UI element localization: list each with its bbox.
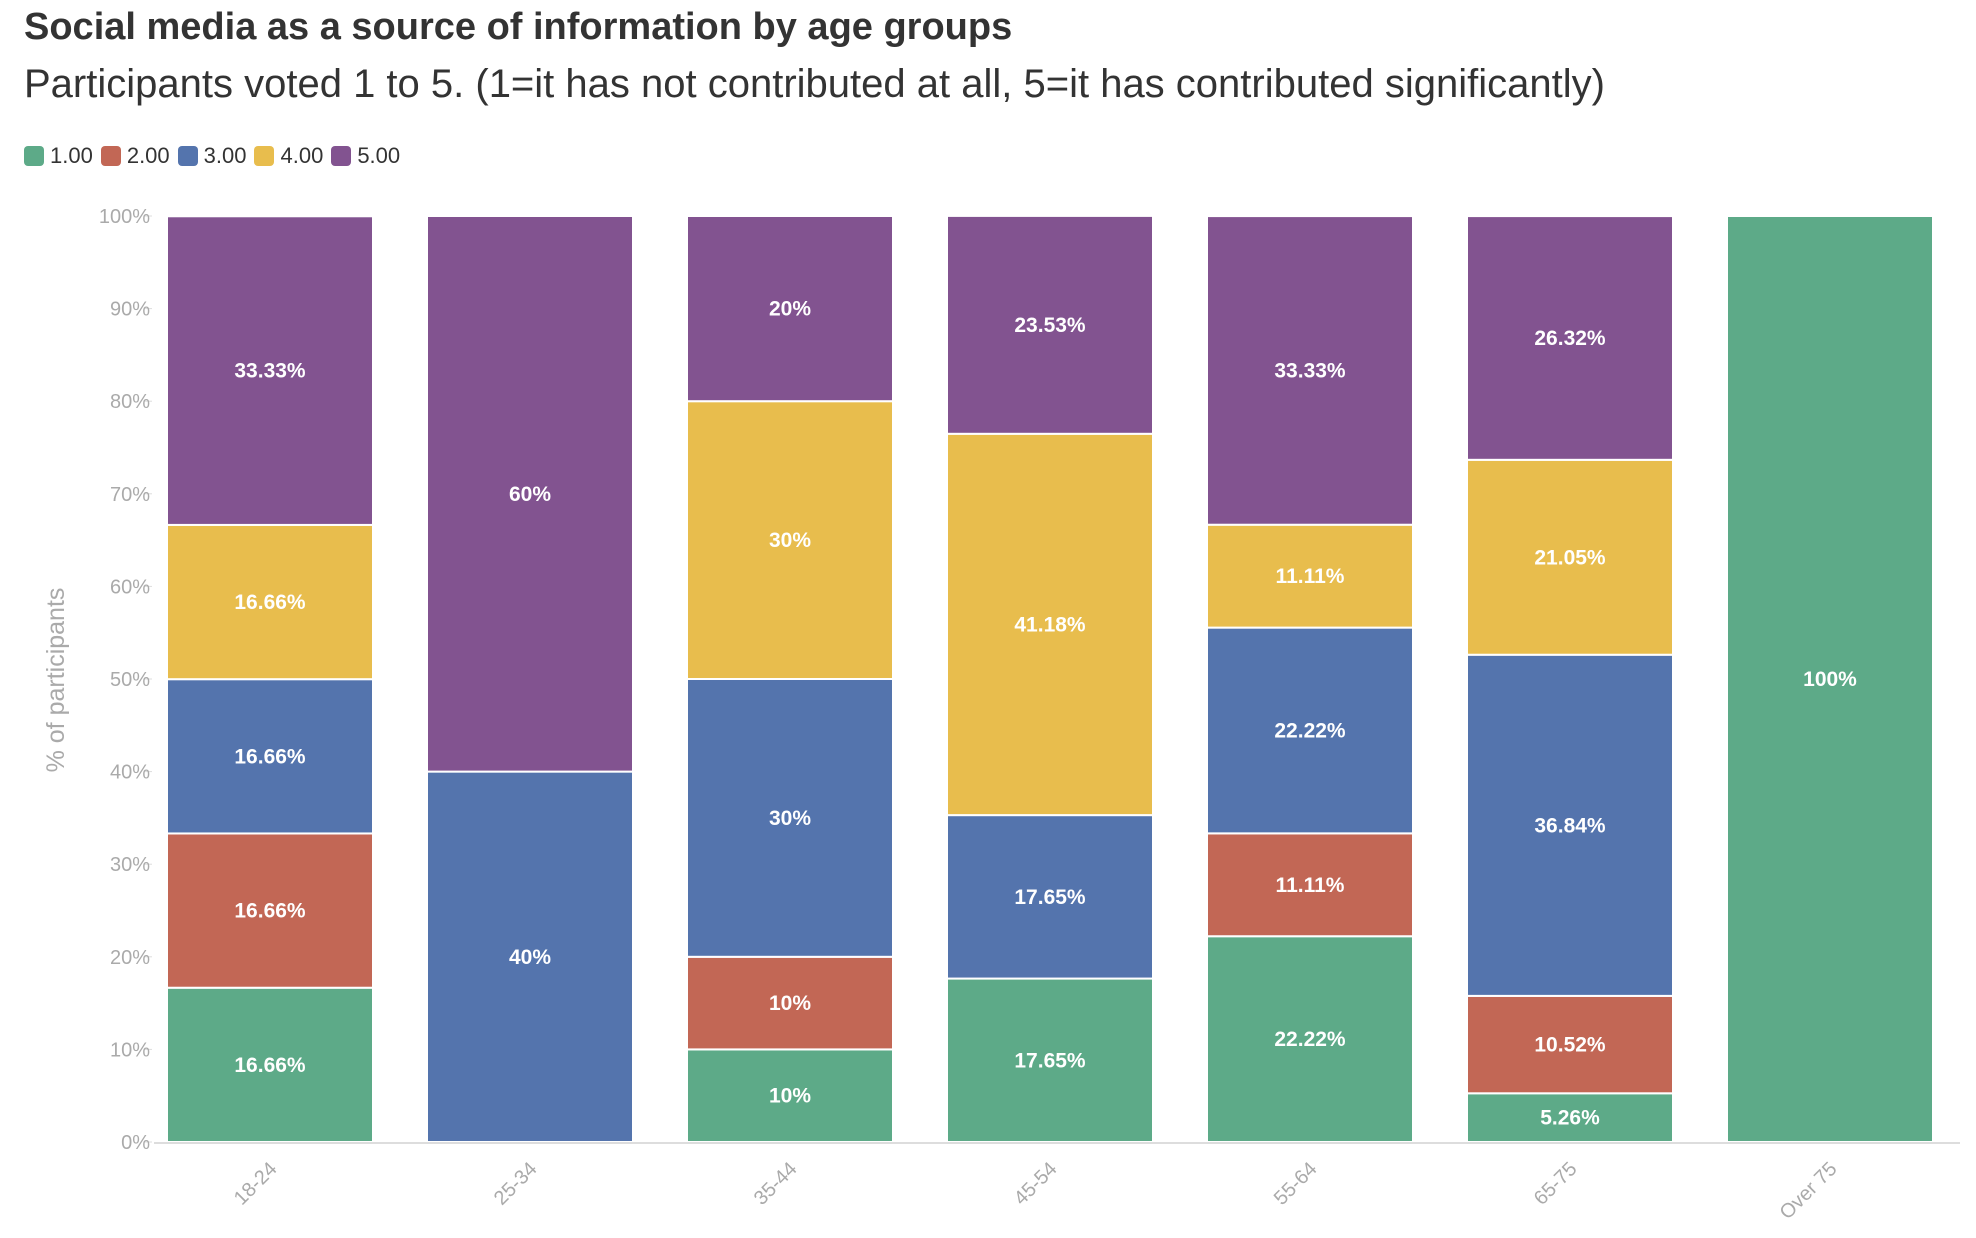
data-label: 41.18%	[1014, 613, 1086, 636]
data-label: 16.66%	[234, 745, 306, 768]
bar-segment-65-75-1.00[interactable]	[1466, 1092, 1674, 1143]
legend-swatch-2	[100, 146, 121, 166]
x-tick-label: 45-54	[1010, 1158, 1062, 1210]
bar-segment-55-64-3.00[interactable]	[1206, 626, 1414, 835]
data-label: 16.66%	[234, 900, 306, 923]
bar-segment-65-75-5.00[interactable]	[1466, 215, 1674, 461]
data-label: 33.33%	[234, 360, 306, 383]
legend-item-4[interactable]: 4.00	[254, 143, 323, 169]
y-tick-label: 90%	[110, 299, 150, 321]
data-label: 17.65%	[1014, 1049, 1086, 1072]
bar-segment-45-54-1.00[interactable]	[946, 977, 1154, 1143]
legend-swatch-4	[254, 146, 275, 166]
legend-swatch-3	[177, 146, 198, 166]
x-tick-label: 25-34	[490, 1158, 542, 1210]
y-tick-label: 0%	[121, 1132, 150, 1154]
y-tick-label: 40%	[110, 762, 150, 784]
y-tick-label: 70%	[110, 484, 150, 506]
data-label: 11.11%	[1276, 874, 1345, 897]
legend-label-3: 3.00	[203, 143, 247, 168]
bar-segment-65-75-3.00[interactable]	[1466, 653, 1674, 997]
data-label: 10.52%	[1534, 1034, 1606, 1057]
bar-segment-55-64-4.00[interactable]	[1206, 523, 1414, 629]
data-label: 60%	[509, 483, 551, 506]
data-label: 36.84%	[1534, 814, 1606, 837]
data-label: 17.65%	[1014, 886, 1086, 909]
bar-segment-65-75-4.00[interactable]	[1466, 458, 1674, 656]
x-tick-label: 35-44	[750, 1158, 802, 1210]
data-label: 30%	[769, 529, 811, 552]
data-label: 21.05%	[1534, 546, 1606, 569]
x-tick-label: 65-75	[1530, 1158, 1582, 1210]
data-label: 22.22%	[1274, 719, 1346, 742]
data-label: 16.66%	[234, 591, 306, 614]
chart-subtitle: Participants voted 1 to 5. (1=it has not…	[24, 62, 1605, 106]
data-label: 26.32%	[1534, 327, 1606, 350]
data-label: 22.22%	[1274, 1028, 1346, 1051]
y-tick-label: 50%	[110, 669, 150, 691]
data-label: 10%	[769, 992, 811, 1015]
data-labels: 16.66% 16.66% 16.66% 16.66% 33.33% 40% 60% 10% 1…	[234, 298, 1857, 1130]
y-axis: 0% 10% 20% 30% 40% 50% 60% 70% 80% 90% 100%	[99, 206, 152, 1154]
legend-label-5: 5.00	[357, 143, 401, 168]
legend-swatch-1	[24, 146, 44, 166]
legend-label-2: 2.00	[126, 143, 170, 168]
y-tick-label: 10%	[110, 1039, 150, 1061]
bar-segment-35-44-3.00[interactable]	[686, 678, 894, 958]
x-tick-label: Over 75	[1776, 1158, 1842, 1224]
data-label: 16.66%	[234, 1054, 306, 1077]
data-label: 11.11%	[1276, 565, 1345, 588]
bars	[166, 214, 1934, 1144]
bar-segment-18-24-2.00[interactable]	[166, 832, 374, 989]
bar-segment-18-24-5.00[interactable]	[166, 215, 374, 526]
bar-segment-55-64-2.00[interactable]	[1206, 832, 1414, 938]
data-label: 40%	[509, 946, 551, 969]
legend-item-3[interactable]: 3.00	[177, 143, 247, 169]
bar-segment-18-24-3.00[interactable]	[166, 678, 374, 835]
data-label: 5.26%	[1540, 1107, 1600, 1130]
data-label: 10%	[769, 1085, 811, 1108]
bar-segment-18-24-4.00[interactable]	[166, 523, 374, 681]
data-label: 30%	[769, 807, 811, 830]
bar-segment-55-64-1.00[interactable]	[1206, 935, 1414, 1143]
x-tick-label: 18-24	[230, 1158, 282, 1210]
y-tick-label: 100%	[99, 206, 150, 228]
legend-item-1[interactable]: 1.00	[24, 143, 93, 169]
bar-segment-18-24-1.00[interactable]	[166, 986, 374, 1143]
legend: 1.00 2.00 3.00 4.00 5.00	[24, 143, 408, 169]
y-tick-label: 60%	[110, 576, 150, 598]
x-axis: 18-24 25-34 35-44 45-54 55-64 65-75 Over 75	[154, 1142, 1960, 1224]
legend-label-4: 4.00	[280, 143, 324, 168]
bar-segment-35-44-2.00[interactable]	[686, 955, 894, 1051]
bar-segment-over-75-1.00[interactable]	[1726, 215, 1934, 1143]
bar-segment-25-34-3.00[interactable]	[426, 770, 634, 1143]
data-label: 20%	[769, 298, 811, 321]
y-tick-label: 30%	[110, 854, 150, 876]
y-tick-label: 20%	[110, 947, 150, 969]
bar-segment-45-54-4.00[interactable]	[946, 432, 1154, 817]
bar-segment-35-44-5.00[interactable]	[686, 215, 894, 403]
bar-segment-55-64-5.00[interactable]	[1206, 215, 1414, 526]
bar-segment-45-54-3.00[interactable]	[946, 814, 1154, 980]
x-tick-label: 55-64	[1270, 1158, 1322, 1210]
bar-segment-45-54-5.00[interactable]	[946, 214, 1154, 435]
y-axis-title: % of participants	[42, 588, 70, 773]
legend-swatch-5	[331, 146, 352, 166]
legend-item-5[interactable]: 5.00	[331, 143, 400, 169]
bar-segment-25-34-5.00[interactable]	[426, 215, 634, 773]
data-label: 23.53%	[1014, 314, 1086, 337]
data-label: 33.33%	[1274, 359, 1346, 382]
chart-title: Social media as a source of information …	[24, 6, 1013, 48]
bar-segment-65-75-2.00[interactable]	[1466, 994, 1674, 1095]
legend-item-2[interactable]: 2.00	[100, 143, 170, 169]
data-label: 100%	[1803, 668, 1857, 691]
y-tick-label: 80%	[110, 391, 150, 413]
legend-label-1: 1.00	[50, 143, 93, 168]
